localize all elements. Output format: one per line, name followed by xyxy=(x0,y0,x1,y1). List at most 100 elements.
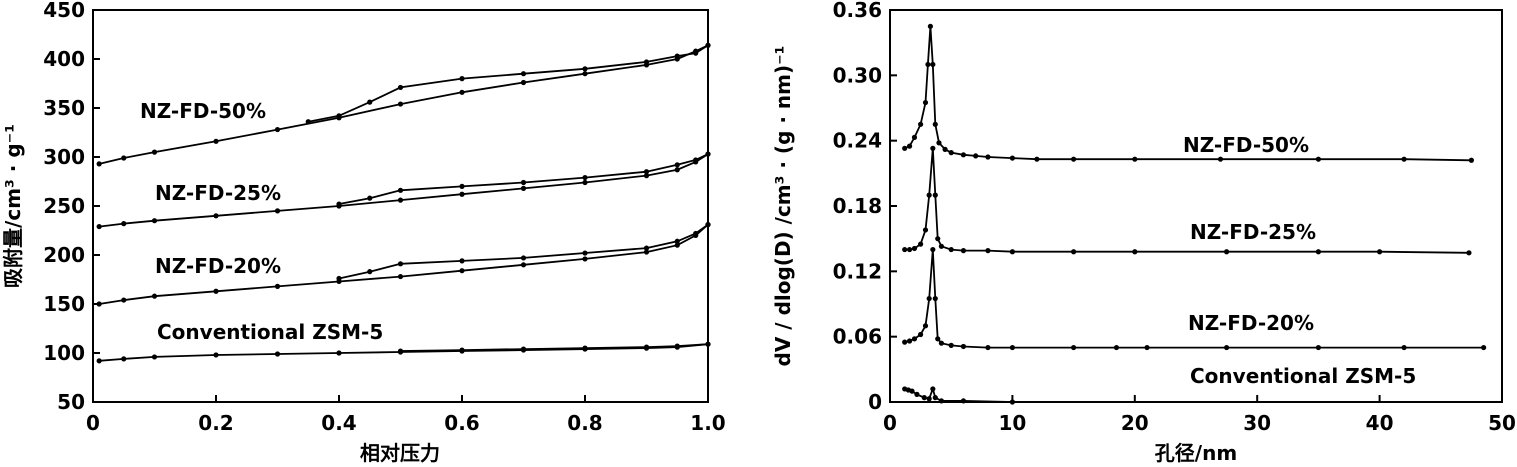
isotherm-adsorption-point xyxy=(151,218,158,224)
pore-size-point xyxy=(930,145,936,151)
pore-size-chart: 0 10 20 30 40 50 0 0.06 0.12 0.18 0.24 0.30 0.36 NZ-… xyxy=(771,0,1516,465)
isotherm-adsorption-point xyxy=(121,356,127,362)
pore-size-point xyxy=(926,192,932,198)
pore-size-point xyxy=(911,245,918,252)
pore-size-point xyxy=(911,134,918,140)
isotherm-desorption-point xyxy=(674,162,680,168)
pore-size-point xyxy=(936,140,942,146)
pore-size-point xyxy=(902,246,908,253)
isotherm-desorption-point xyxy=(705,341,711,347)
isotherm-desorption-point xyxy=(336,201,342,207)
pore-size-y-tick-label: 0.30 xyxy=(833,63,882,87)
pore-size-point xyxy=(926,396,932,402)
pore-size-point xyxy=(1144,344,1150,351)
isotherm-x-tick-label: 0.2 xyxy=(198,411,233,435)
isotherm-adsorption-point xyxy=(213,352,219,358)
pore-size-point xyxy=(960,152,967,158)
pore-size-series: NZ-FD-20% xyxy=(902,246,1487,351)
pore-size-y-tick-label: 0.06 xyxy=(833,325,882,349)
isotherm-series: NZ-FD-25% xyxy=(96,151,711,230)
isotherm-desorption-point xyxy=(674,53,680,59)
pore-size-point xyxy=(1224,344,1230,351)
isotherm-adsorption-point xyxy=(213,288,219,294)
pore-size-point xyxy=(922,323,929,329)
pore-size-point xyxy=(1468,157,1474,163)
pore-size-point xyxy=(902,145,908,151)
isotherm-y-tick-label: 350 xyxy=(43,96,85,120)
pore-size-point xyxy=(914,391,920,397)
pore-size-point xyxy=(1071,344,1077,351)
pore-size-point xyxy=(1481,344,1487,351)
pore-size-y-axis-label: dV / dlog(D) /cm³ · (g · nm)⁻¹ xyxy=(771,46,795,367)
isotherm-desorption-point xyxy=(520,346,527,352)
pore-size-point xyxy=(985,248,991,254)
isotherm-adsorption-point xyxy=(582,71,588,77)
isotherm-adsorption-point xyxy=(121,297,127,303)
pore-size-x-tick-label: 50 xyxy=(1488,411,1516,435)
isotherm-x-tick-label: 1.0 xyxy=(690,411,725,435)
pore-size-x-tick-label: 0 xyxy=(883,411,897,435)
isotherm-x-tick-label: 0.4 xyxy=(321,411,356,435)
pore-size-point xyxy=(922,99,929,106)
isotherm-desorption-point xyxy=(367,269,373,275)
pore-size-point xyxy=(902,339,908,345)
pore-size-point xyxy=(930,61,936,68)
pore-size-series-label: NZ-FD-50% xyxy=(1183,133,1309,157)
pore-size-point xyxy=(906,246,913,253)
isotherm-y-tick-label: 200 xyxy=(43,243,85,267)
pore-size-point xyxy=(930,246,936,253)
pore-size-y-tick-label: 0.36 xyxy=(833,0,882,22)
pore-size-point xyxy=(938,243,945,249)
isotherm-adsorption-point xyxy=(151,293,158,299)
isotherm-series-label: NZ-FD-25% xyxy=(155,181,281,205)
pore-size-point xyxy=(909,388,915,394)
pore-size-point xyxy=(927,23,933,29)
pore-size-point xyxy=(1315,344,1321,351)
isotherm-y-tick-label: 250 xyxy=(43,194,85,218)
isotherm-adsorption-point xyxy=(151,354,158,360)
pore-size-point xyxy=(1034,156,1040,162)
pore-size-series-label: Conventional ZSM-5 xyxy=(1190,364,1416,388)
isotherm-adsorption-point xyxy=(643,249,650,255)
pore-size-x-tick-label: 40 xyxy=(1366,411,1394,435)
isotherm-adsorption-line xyxy=(99,223,709,305)
isotherm-adsorption-point xyxy=(643,173,650,179)
isotherm-desorption-point xyxy=(643,169,650,175)
isotherm-adsorption-point xyxy=(336,350,342,356)
isotherm-desorption-point xyxy=(582,250,588,256)
pore-size-point xyxy=(1401,156,1407,162)
pore-size-x-axis-label: 孔径/nm xyxy=(1155,441,1237,465)
pore-size-point xyxy=(1113,344,1120,351)
isotherm-desorption-line xyxy=(308,44,709,123)
isotherm-adsorption-point xyxy=(520,185,527,191)
pore-size-point xyxy=(960,343,967,350)
isotherm-adsorption-point xyxy=(96,161,102,167)
pore-size-point xyxy=(1071,249,1077,255)
pore-size-point xyxy=(938,340,945,346)
isotherm-x-axis-label: 相对压力 xyxy=(360,441,440,465)
isotherm-desorption-point xyxy=(643,344,650,350)
pore-size-point xyxy=(1224,249,1230,255)
isotherm-adsorption-point xyxy=(213,213,219,219)
pore-size-point xyxy=(1315,249,1321,255)
pore-size-point xyxy=(918,121,924,127)
isotherm-y-tick-label: 50 xyxy=(57,390,85,414)
pore-size-point xyxy=(935,236,941,242)
isotherm-chart: 0 0.2 0.4 0.6 0.8 1.0 50 100 150 200 250 300 350 400 4… xyxy=(1,0,726,465)
isotherm-desorption-point xyxy=(582,66,588,72)
isotherm-adsorption-point xyxy=(459,268,465,274)
isotherm-desorption-point xyxy=(674,238,680,244)
isotherm-series: Conventional ZSM-5 xyxy=(96,320,711,364)
isotherm-y-tick-label: 150 xyxy=(43,292,85,316)
pore-size-point xyxy=(942,146,948,152)
pore-size-point xyxy=(932,395,938,401)
pore-size-series: Conventional ZSM-5 xyxy=(902,364,1416,405)
pore-size-series-label: NZ-FD-25% xyxy=(1190,220,1316,244)
pore-size-x-tick-label: 20 xyxy=(1121,411,1149,435)
isotherm-series-label: NZ-FD-50% xyxy=(140,99,266,123)
pore-size-point xyxy=(921,395,927,401)
pore-size-point xyxy=(960,248,967,254)
isotherm-adsorption-line xyxy=(99,153,709,228)
pore-size-point xyxy=(935,336,941,342)
pore-size-series-label: NZ-FD-20% xyxy=(1188,311,1314,335)
